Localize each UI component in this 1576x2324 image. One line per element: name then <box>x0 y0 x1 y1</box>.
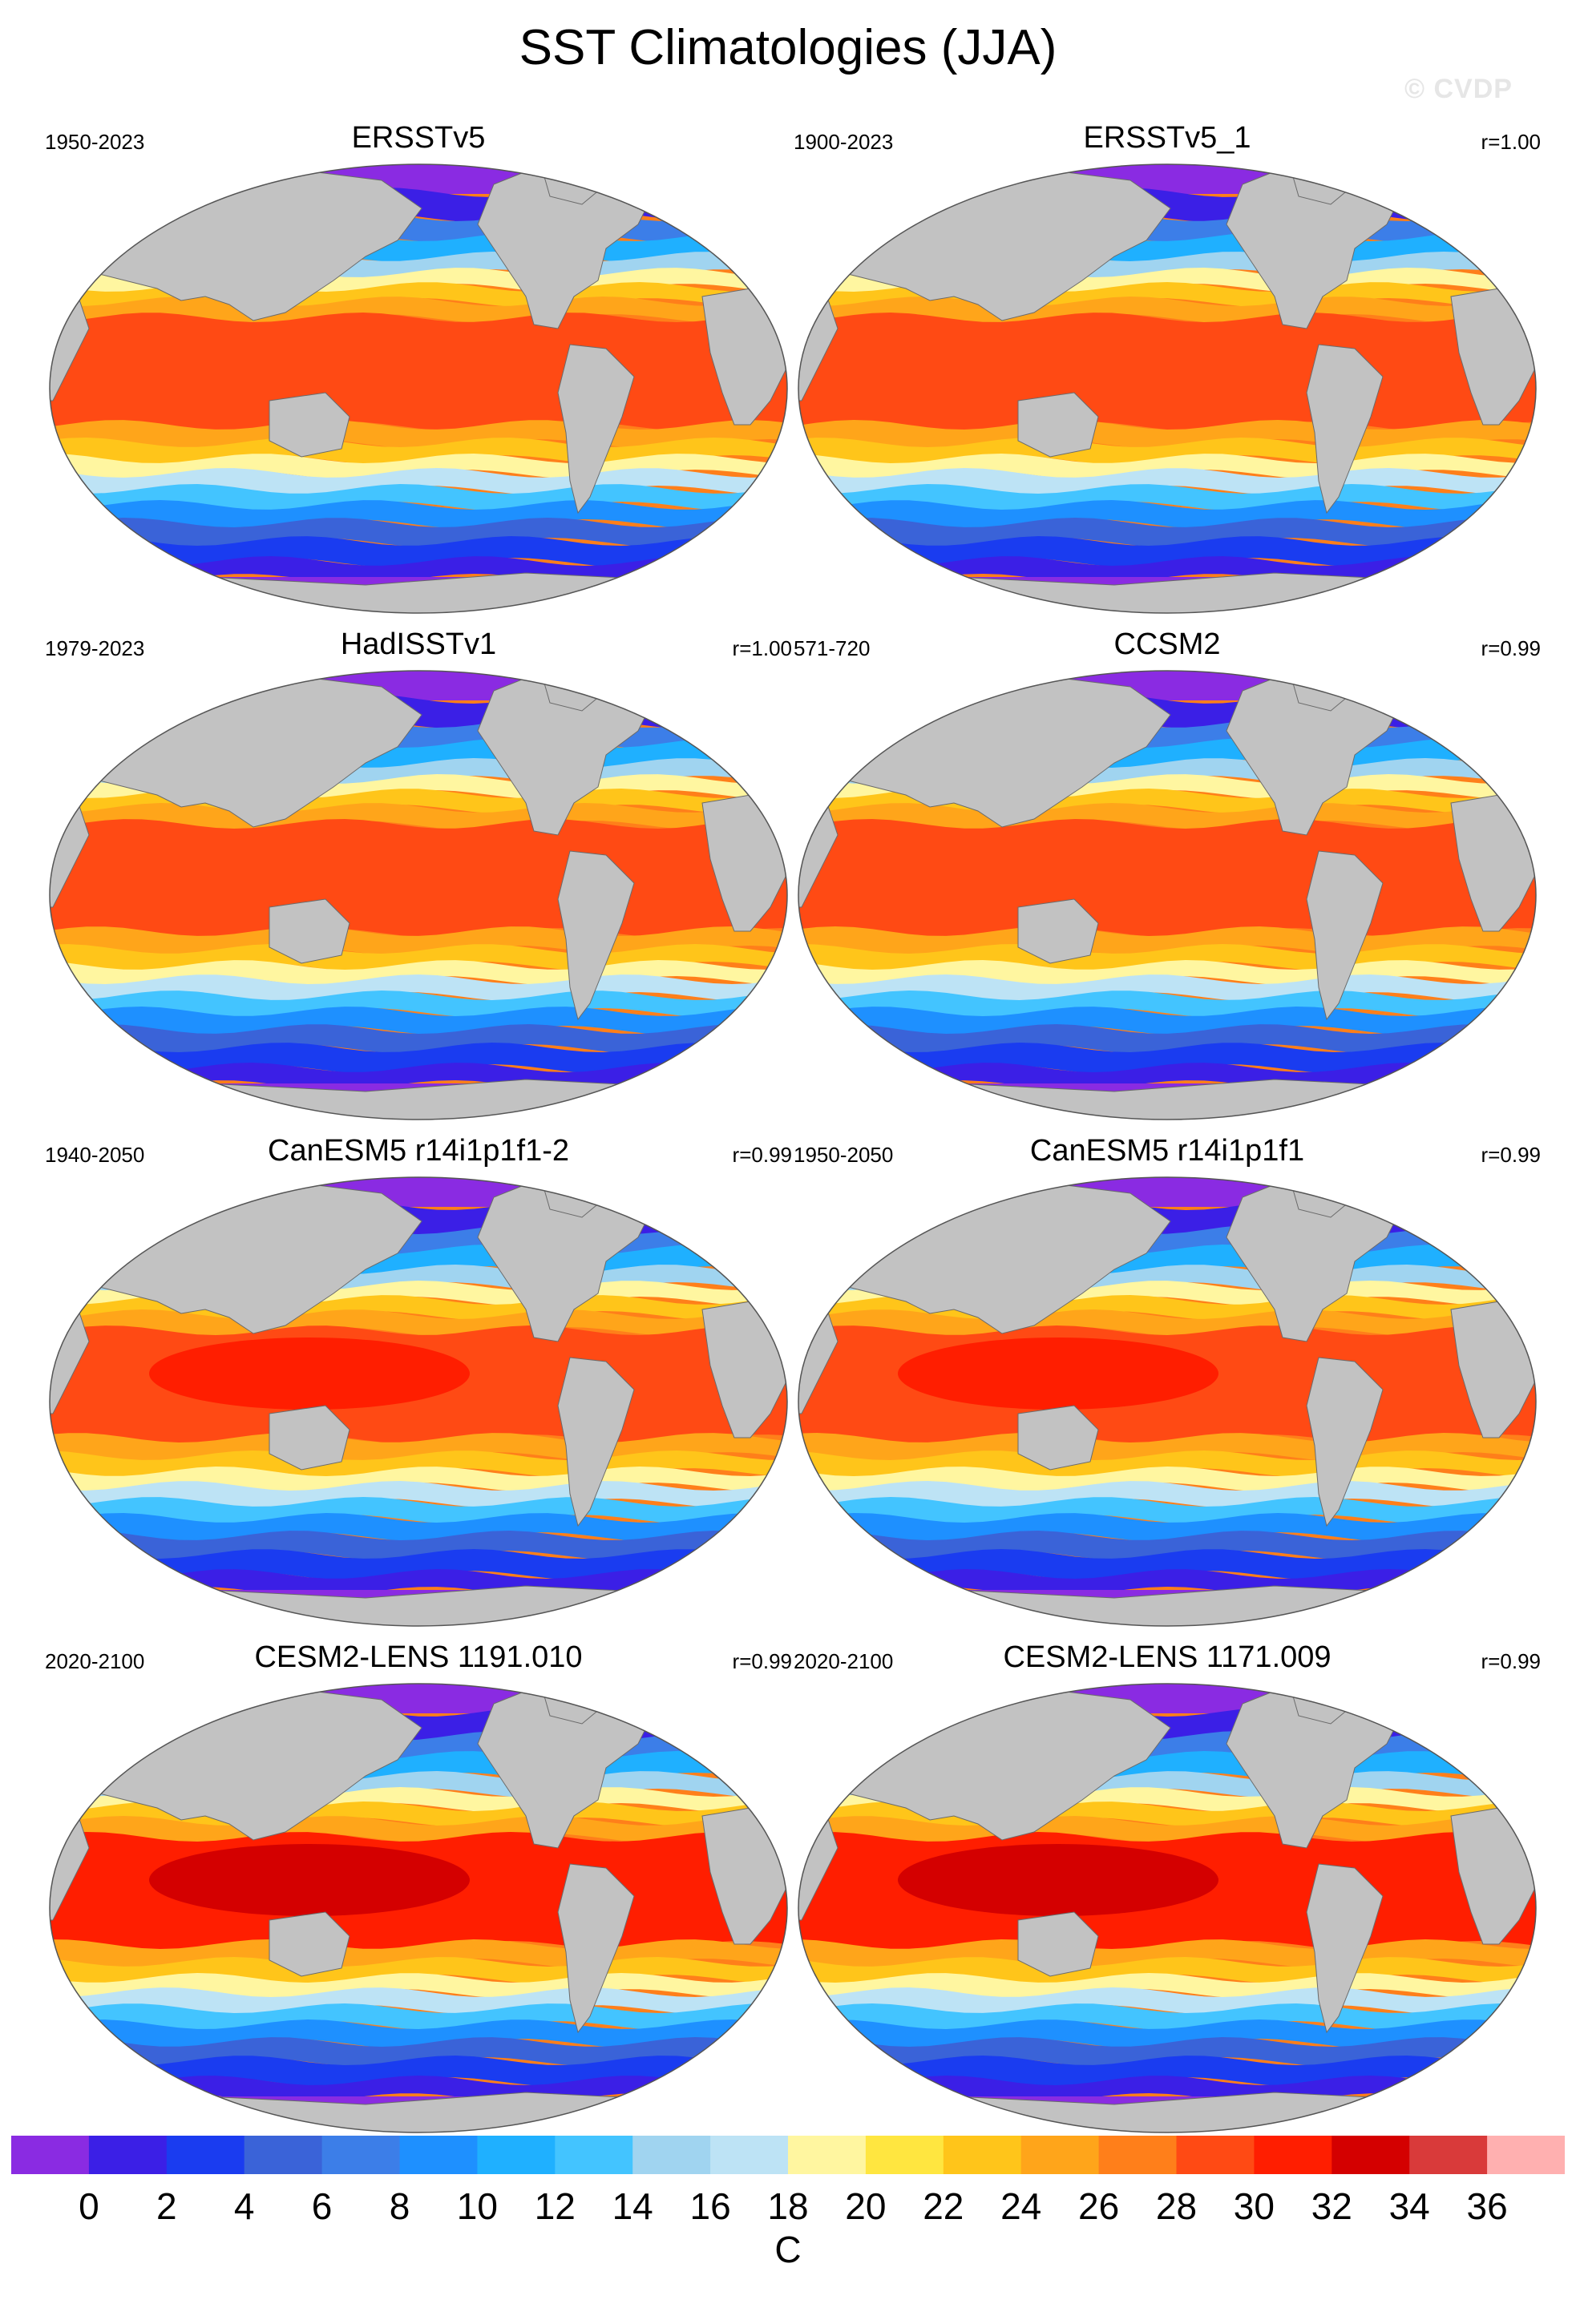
panel-period: 1940-2050 <box>45 1143 145 1167</box>
colorbar-swatch <box>555 2136 633 2174</box>
colorbar-swatch <box>244 2136 323 2174</box>
panel-period: 571-720 <box>794 636 871 660</box>
sst-map <box>49 163 788 614</box>
sst-map <box>798 670 1537 1120</box>
map-panel: CanESM5 r14i1p1f1-2 1940-2050 r=0.99 <box>45 1133 792 1638</box>
colorbar: 0 2 4 6 8 10 12 14 16 18 20 22 24 26 28 30 32 34 36 C <box>11 2136 1565 2312</box>
colorbar-tick-label: 22 <box>923 2185 964 2227</box>
panel-pattern-correlation: r=0.99 <box>1481 1143 1541 1167</box>
colorbar-swatch <box>1332 2136 1410 2174</box>
colorbar-tick-label: 6 <box>311 2185 333 2227</box>
colorbar-swatch <box>11 2136 90 2174</box>
panel-pattern-correlation: r=1.00 <box>1481 130 1541 154</box>
map-panel: CanESM5 r14i1p1f1 1950-2050 r=0.99 <box>794 1133 1541 1638</box>
map-panel: HadISSTv1 1979-2023 r=1.00 <box>45 627 792 1132</box>
colorbar-swatch <box>1487 2136 1565 2174</box>
colorbar-tick-label: 8 <box>389 2185 410 2227</box>
colorbar-swatch <box>1409 2136 1488 2174</box>
colorbar-tick-label: 18 <box>767 2185 809 2227</box>
panel-pattern-correlation: r=0.99 <box>1481 636 1541 660</box>
panel-period: 1979-2023 <box>45 636 145 660</box>
colorbar-swatch <box>88 2136 168 2174</box>
colorbar-swatch <box>788 2136 867 2174</box>
map-panel: CESM2-LENS 1171.009 2020-2100 r=0.99 <box>794 1640 1541 2144</box>
map-panel: ERSSTv5 1950-2023 <box>45 120 792 625</box>
map-panel: CCSM2 571-720 r=0.99 <box>794 627 1541 1132</box>
colorbar-swatch <box>477 2136 556 2174</box>
colorbar-tick-label: 0 <box>79 2185 99 2227</box>
panel-title: ERSSTv5 <box>351 121 486 155</box>
colorbar-tick-label: 12 <box>534 2185 576 2227</box>
colorbar-swatch <box>943 2136 1022 2174</box>
panel-title: CanESM5 r14i1p1f1 <box>1029 1134 1305 1168</box>
colorbar-swatch <box>399 2136 478 2174</box>
colorbar-swatch <box>1098 2136 1177 2174</box>
sst-map <box>798 163 1537 614</box>
panel-period: 2020-2100 <box>45 1649 145 1673</box>
cvdp-watermark: © CVDP <box>1404 74 1513 104</box>
panel-pattern-correlation: r=0.99 <box>732 1649 792 1673</box>
colorbar-tick-label: 34 <box>1388 2185 1430 2227</box>
figure-title: SST Climatologies (JJA) <box>519 20 1057 75</box>
panel-title: HadISSTv1 <box>340 627 497 661</box>
panel-period: 2020-2100 <box>794 1649 894 1673</box>
panel-pattern-correlation: r=0.99 <box>732 1143 792 1167</box>
colorbar-swatch <box>1254 2136 1332 2174</box>
sst-map <box>798 1683 1537 2133</box>
colorbar-swatch <box>632 2136 711 2174</box>
panel-title: CanESM5 r14i1p1f1-2 <box>268 1134 569 1168</box>
sst-map <box>49 1683 788 2133</box>
colorbar-swatch <box>865 2136 944 2174</box>
map-panel: ERSSTv5_1 1900-2023 r=1.00 <box>794 120 1541 625</box>
colorbar-swatch <box>1020 2136 1100 2174</box>
colorbar-tick-label: 36 <box>1466 2185 1508 2227</box>
sst-map <box>798 1176 1537 1627</box>
colorbar-tick-label: 16 <box>689 2185 731 2227</box>
panel-pattern-correlation: r=0.99 <box>1481 1649 1541 1673</box>
colorbar-tick-label: 32 <box>1311 2185 1352 2227</box>
panel-period: 1950-2023 <box>45 130 145 154</box>
sst-map <box>49 1176 788 1627</box>
panel-title: ERSSTv5_1 <box>1083 121 1251 155</box>
colorbar-tick-label: 28 <box>1155 2185 1198 2227</box>
panel-title: CESM2-LENS 1191.010 <box>254 1640 583 1674</box>
colorbar-swatch <box>166 2136 245 2174</box>
panel-title: CESM2-LENS 1171.009 <box>1003 1640 1332 1674</box>
map-panel: CESM2-LENS 1191.010 2020-2100 r=0.99 <box>45 1640 792 2144</box>
colorbar-units: C <box>774 2229 802 2270</box>
colorbar-tick-label: 26 <box>1078 2185 1120 2227</box>
colorbar-tick-label: 30 <box>1233 2185 1275 2227</box>
colorbar-tick-label: 4 <box>233 2185 255 2227</box>
colorbar-tick-label: 20 <box>845 2185 887 2227</box>
colorbar-swatches <box>11 2136 1565 2174</box>
colorbar-swatch <box>710 2136 789 2174</box>
panel-period: 1950-2050 <box>794 1143 894 1167</box>
panel-pattern-correlation: r=1.00 <box>732 636 792 660</box>
sst-map <box>49 670 788 1120</box>
panel-title: CCSM2 <box>1113 627 1221 661</box>
colorbar-swatch <box>321 2136 400 2174</box>
panel-period: 1900-2023 <box>794 130 894 154</box>
colorbar-swatch <box>1176 2136 1255 2174</box>
colorbar-tick-label: 14 <box>612 2185 653 2227</box>
colorbar-tick-label: 2 <box>156 2185 177 2227</box>
colorbar-tick-label: 10 <box>456 2185 498 2227</box>
colorbar-tick-label: 24 <box>1000 2185 1042 2227</box>
